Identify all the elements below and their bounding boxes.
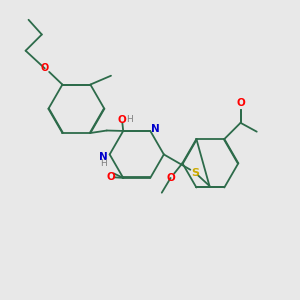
Text: O: O — [117, 115, 126, 125]
Text: O: O — [236, 98, 245, 108]
Text: N: N — [151, 124, 160, 134]
Text: O: O — [166, 173, 175, 183]
Text: O: O — [106, 172, 115, 182]
Text: O: O — [40, 63, 49, 74]
Text: S: S — [191, 168, 199, 178]
Text: H: H — [126, 115, 133, 124]
Text: H: H — [100, 159, 106, 168]
Text: N: N — [99, 152, 108, 162]
